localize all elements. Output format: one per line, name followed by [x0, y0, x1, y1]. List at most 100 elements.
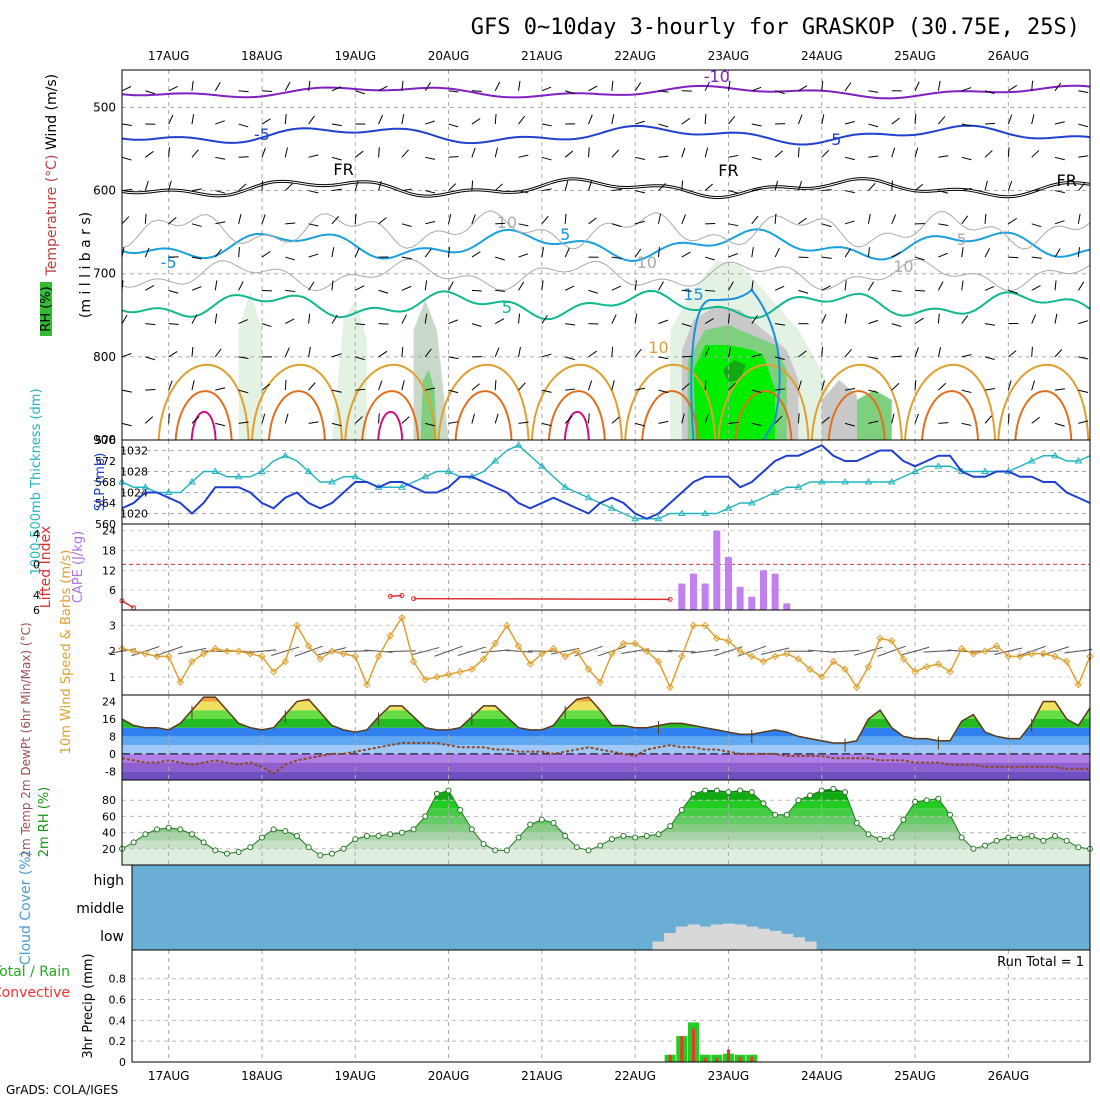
rh-marker	[585, 847, 592, 854]
wind-speed-marker	[619, 639, 628, 648]
wind-barb	[867, 281, 875, 291]
wind-barb	[868, 123, 879, 128]
temp-ylabel: 2m Temp 2m DewPt (6hr Min/Max) (°C)	[19, 622, 33, 857]
rh-marker	[702, 787, 709, 794]
rh-marker	[1017, 834, 1024, 841]
wind-speed-marker	[269, 668, 278, 676]
wind-speed-marker	[876, 634, 884, 643]
wind-barb	[938, 422, 949, 424]
rh-marker	[153, 826, 160, 833]
lifted-tick-label: 6	[33, 604, 40, 617]
wind-speed-marker	[911, 668, 919, 676]
wind-barb	[635, 156, 646, 161]
thickness-marker	[1051, 451, 1059, 459]
wind-barb	[191, 346, 194, 357]
rh-ylabel: 2m RH (%)	[37, 787, 52, 858]
rh-marker	[947, 811, 954, 818]
rh-marker	[620, 832, 627, 839]
rh-marker	[457, 806, 464, 813]
wind-barb-10m	[831, 649, 860, 653]
thickness-marker	[444, 467, 453, 474]
wind-barb	[214, 348, 222, 358]
temp-contour-15	[530, 363, 623, 441]
wind-barb	[145, 389, 156, 391]
thickness-marker	[934, 462, 943, 469]
wind-barb	[611, 416, 620, 424]
wind-barb	[495, 289, 506, 292]
wind-barb	[401, 416, 410, 424]
wind-speed-marker	[141, 650, 150, 658]
wind-barb	[635, 220, 645, 225]
wind-speed-marker	[1062, 657, 1071, 666]
date-label-bottom: 23AUG	[708, 1069, 750, 1083]
wind-barb	[448, 90, 459, 93]
wind-barb	[564, 285, 575, 291]
wind-barb	[658, 319, 669, 325]
wind-barb	[751, 123, 762, 127]
wind-barb-10m	[341, 650, 370, 653]
contour-label: -5	[254, 125, 270, 144]
wind-barb	[658, 123, 669, 128]
wind-barb	[168, 289, 179, 294]
rh-marker	[317, 852, 324, 859]
wind-barb	[914, 81, 920, 91]
wind-barb	[728, 223, 739, 227]
wind-barb-10m	[854, 646, 883, 656]
wind-barb	[541, 188, 552, 192]
rh-marker	[923, 797, 930, 804]
rh-marker	[795, 797, 802, 804]
lifted-index-marker	[387, 593, 393, 599]
wind-barb	[1031, 114, 1035, 125]
wind-speed-marker	[351, 652, 359, 661]
contour-label: FR	[333, 160, 353, 179]
temp-contour-20	[1014, 390, 1073, 441]
wind-barb	[215, 156, 226, 160]
wind-speed-marker	[946, 668, 954, 676]
rh-marker	[982, 842, 989, 849]
rh-marker	[515, 834, 522, 841]
rh-marker	[842, 789, 849, 796]
thickness-marker	[561, 483, 570, 490]
date-label-top: 18AUG	[241, 49, 283, 63]
low-cloud-column	[769, 930, 782, 950]
thickness-marker	[234, 472, 243, 480]
wind-barb	[1078, 356, 1089, 360]
thickness-marker	[607, 504, 616, 511]
wind-barb	[261, 323, 272, 328]
wind-speed-marker	[748, 652, 756, 661]
temp-contour-5-moist	[690, 288, 781, 441]
wind-barb	[215, 387, 226, 391]
wind-barb	[751, 188, 762, 192]
wind-barb-10m	[877, 645, 906, 657]
wind-barb	[867, 247, 870, 258]
temp-contour-gray	[121, 210, 1091, 250]
slp-line	[121, 444, 1091, 520]
wind-barb	[191, 80, 194, 91]
wind-barb	[891, 180, 893, 191]
wind-barb	[635, 422, 645, 427]
wind-barb	[844, 82, 852, 92]
rh-marker	[1005, 834, 1012, 841]
wind-ylabel: 10m Wind Speed & Barbs (m/s)	[59, 550, 74, 755]
wind-barb	[238, 247, 240, 258]
wind-barb	[1008, 217, 1018, 225]
wind-barb	[168, 85, 178, 92]
wind-speed-marker	[584, 665, 593, 673]
wind-barb	[471, 118, 481, 125]
rh-marker	[188, 831, 195, 838]
temp-contour-15	[717, 363, 810, 441]
wind-barb	[634, 82, 642, 92]
wind-barb	[797, 147, 800, 158]
precip-tick-label: 0.8	[109, 973, 127, 986]
wind-barb	[168, 323, 179, 325]
wind-barb	[565, 388, 576, 391]
wind-barb	[1077, 247, 1080, 258]
wind-barb	[775, 388, 786, 391]
wind-barb	[471, 90, 482, 92]
wind-barb	[844, 313, 848, 324]
wind-barb	[541, 247, 545, 258]
rh-marker	[993, 837, 1000, 844]
wind-barb	[191, 286, 202, 291]
wind-barb	[821, 285, 831, 291]
wind-barb	[494, 114, 497, 125]
